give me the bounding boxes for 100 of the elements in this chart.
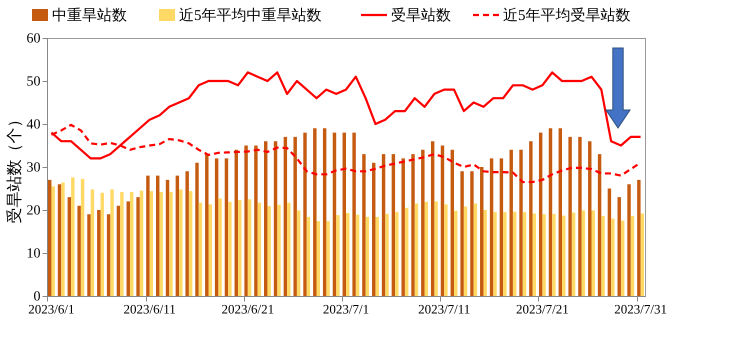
- bar: [362, 154, 366, 296]
- bar: [77, 206, 81, 296]
- bar: [332, 132, 336, 296]
- bar: [100, 192, 104, 296]
- bar: [522, 212, 526, 296]
- bar: [637, 180, 641, 296]
- bar: [620, 220, 624, 296]
- bar: [244, 146, 248, 296]
- legend-label: 受旱站数: [391, 7, 451, 24]
- bar: [572, 212, 576, 296]
- bar: [185, 171, 189, 296]
- bar: [542, 214, 546, 296]
- bar: [136, 197, 140, 296]
- bar: [464, 206, 468, 296]
- bar: [421, 150, 425, 296]
- bar: [434, 201, 438, 296]
- bar: [71, 177, 74, 296]
- bar: [578, 136, 582, 296]
- bar: [274, 141, 278, 296]
- bar: [588, 141, 592, 296]
- bar: [470, 171, 474, 296]
- bar: [356, 214, 360, 296]
- bar: [159, 192, 163, 296]
- bar: [336, 215, 340, 296]
- bar: [287, 202, 291, 296]
- bar: [430, 141, 434, 296]
- y-tick-label: 10: [26, 246, 40, 262]
- bar: [401, 158, 405, 296]
- bar: [346, 213, 350, 296]
- bar: [208, 204, 212, 296]
- bar: [582, 210, 586, 296]
- bar: [61, 182, 65, 296]
- bar: [116, 206, 120, 296]
- x-tick-label: 2023/6/21: [221, 302, 274, 316]
- bar: [372, 162, 376, 296]
- x-tick-label: 2023/6/11: [123, 302, 176, 316]
- bar: [552, 214, 556, 296]
- bar: [558, 128, 562, 296]
- bar: [611, 218, 615, 296]
- bar: [188, 191, 192, 296]
- bar: [150, 191, 154, 296]
- bar: [404, 208, 408, 296]
- bar: [503, 212, 507, 296]
- y-tick-label: 50: [26, 74, 40, 90]
- bar: [532, 213, 536, 296]
- x-tick-label: 2023/7/11: [418, 302, 470, 316]
- bar: [316, 221, 320, 296]
- bar: [395, 212, 399, 296]
- bar: [306, 216, 310, 296]
- y-axis-title: 受旱站数（个）: [6, 112, 24, 224]
- legend-label: 近5年平均受旱站数: [503, 7, 630, 24]
- bar: [366, 216, 370, 296]
- bar: [444, 204, 448, 296]
- legend-label: 近5年平均中重旱站数: [179, 7, 322, 24]
- bar: [228, 202, 232, 296]
- x-tick-label: 2023/6/1: [28, 302, 75, 316]
- bar: [264, 141, 268, 296]
- bar: [258, 202, 262, 296]
- bar: [598, 154, 602, 296]
- bar: [562, 216, 566, 296]
- bar: [538, 132, 542, 296]
- y-tick-label: 40: [26, 118, 40, 132]
- bar: [618, 197, 621, 296]
- bar: [342, 132, 346, 296]
- bar: [293, 136, 297, 296]
- bar: [146, 176, 150, 296]
- legend-label: 中重旱站数: [52, 7, 127, 24]
- bar: [106, 214, 110, 296]
- bar: [296, 210, 300, 296]
- bar: [120, 192, 124, 296]
- bar: [591, 210, 595, 296]
- bar: [97, 210, 101, 296]
- bar: [198, 202, 202, 296]
- bar: [176, 176, 180, 296]
- y-tick-label: 30: [26, 160, 40, 176]
- bar: [166, 180, 170, 296]
- bar: [490, 158, 494, 296]
- x-tick-label: 2023/7/31: [614, 302, 667, 316]
- bar: [80, 179, 84, 296]
- bar: [375, 216, 379, 296]
- y-tick-label: 20: [26, 204, 40, 218]
- bar: [414, 204, 418, 296]
- bar: [51, 186, 55, 296]
- bar: [474, 204, 478, 296]
- bar: [68, 197, 72, 296]
- bar: [214, 158, 218, 296]
- bar: [254, 146, 258, 296]
- bar: [450, 150, 454, 296]
- bar: [480, 167, 484, 296]
- bar: [500, 158, 504, 296]
- bar: [509, 150, 513, 296]
- bar: [284, 136, 288, 296]
- x-tick-label: 2023/7/21: [516, 302, 569, 316]
- y-tick-label: 60: [26, 32, 40, 46]
- bar: [382, 154, 386, 296]
- bar: [627, 184, 631, 296]
- bar: [608, 188, 612, 296]
- bar: [568, 136, 572, 296]
- bar: [392, 154, 396, 296]
- bar: [48, 180, 52, 296]
